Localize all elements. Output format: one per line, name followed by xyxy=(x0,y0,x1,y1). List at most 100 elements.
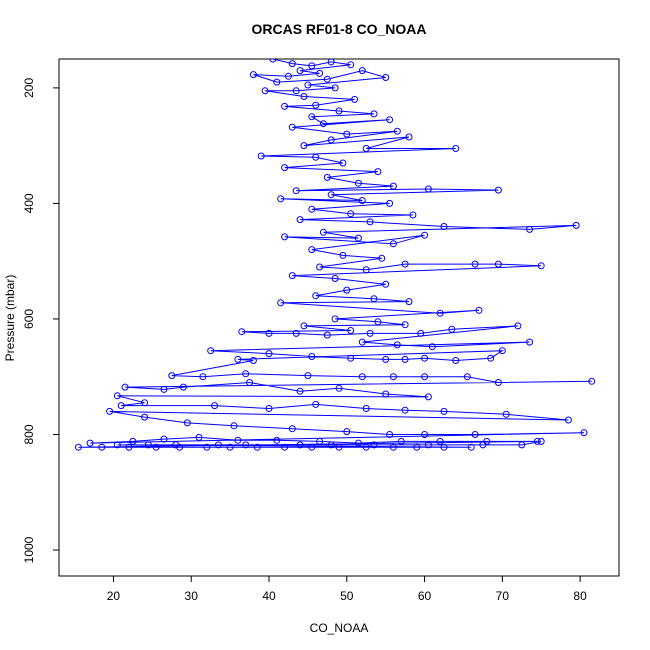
data-point xyxy=(121,383,129,391)
data-point xyxy=(288,272,296,280)
data-point xyxy=(106,407,114,415)
data-point xyxy=(273,78,281,86)
data-point xyxy=(296,441,304,449)
data-point xyxy=(343,130,351,138)
data-point xyxy=(288,123,296,131)
data-point xyxy=(386,431,394,438)
data-point xyxy=(339,159,347,167)
data-point xyxy=(296,67,304,75)
data-point xyxy=(452,357,460,364)
y-axis-label: Pressure (mbar) xyxy=(3,275,17,362)
data-point xyxy=(401,321,409,329)
data-point xyxy=(358,338,366,346)
data-point xyxy=(284,72,292,80)
data-point xyxy=(74,443,82,451)
data-point xyxy=(572,221,580,229)
y-tick-label: 1000 xyxy=(22,536,36,563)
data-point xyxy=(405,133,413,141)
x-tick-label: 30 xyxy=(185,589,199,603)
data-point xyxy=(281,102,289,110)
data-point xyxy=(327,136,335,144)
data-point xyxy=(316,263,324,271)
data-point xyxy=(160,385,168,393)
data-point xyxy=(401,406,409,414)
data-point xyxy=(296,387,304,395)
data-point xyxy=(370,441,378,449)
data-point xyxy=(343,428,351,436)
data-point xyxy=(448,325,456,333)
chart-title: ORCAS RF01-8 CO_NOAA xyxy=(251,21,426,37)
data-point xyxy=(358,67,366,75)
data-point xyxy=(312,400,320,408)
data-point xyxy=(308,443,316,451)
data-point xyxy=(498,347,506,355)
data-point xyxy=(362,266,370,274)
data-point xyxy=(471,260,479,268)
data-point xyxy=(339,251,347,259)
data-point xyxy=(183,419,191,427)
data-point xyxy=(378,254,386,262)
data-point xyxy=(417,329,425,337)
data-point xyxy=(265,350,273,358)
data-point xyxy=(281,233,289,241)
data-point xyxy=(397,437,405,445)
data-point xyxy=(335,443,343,451)
data-point xyxy=(312,101,320,109)
data-point xyxy=(440,407,448,415)
data-point xyxy=(141,399,149,407)
data-point xyxy=(526,338,534,346)
data-point xyxy=(502,410,510,418)
x-axis: 20 30 40 50 60 70 80 xyxy=(107,576,587,603)
data-point xyxy=(249,71,257,79)
data-point xyxy=(370,110,378,118)
x-tick-label: 50 xyxy=(340,589,354,603)
data-point xyxy=(203,443,211,451)
y-tick-label: 800 xyxy=(22,424,36,444)
data-point xyxy=(358,197,366,204)
data-point xyxy=(347,210,355,218)
data-point xyxy=(199,373,207,381)
data-point xyxy=(440,443,448,451)
data-point xyxy=(487,354,495,362)
data-point xyxy=(273,436,281,444)
data-point xyxy=(393,127,401,135)
data-point xyxy=(382,74,390,81)
data-point xyxy=(129,437,137,445)
data-point xyxy=(312,292,320,300)
data-point xyxy=(386,116,394,124)
data-point xyxy=(288,425,296,433)
data-point xyxy=(354,439,362,447)
data-point xyxy=(374,318,382,326)
data-point xyxy=(179,383,187,391)
data-point xyxy=(300,322,308,330)
data-point xyxy=(463,373,471,381)
y-tick-label: 200 xyxy=(22,78,36,98)
data-point xyxy=(475,306,483,314)
data-point xyxy=(246,379,254,386)
data-point xyxy=(421,373,429,381)
data-point xyxy=(588,377,596,385)
plot-frame xyxy=(58,58,620,577)
data-point xyxy=(319,120,327,128)
data-point xyxy=(421,354,429,362)
data-point xyxy=(424,185,432,193)
series-line xyxy=(78,59,592,448)
data-point xyxy=(436,437,444,445)
y-tick-label: 400 xyxy=(22,193,36,213)
data-point xyxy=(467,443,475,451)
data-point xyxy=(409,211,417,219)
data-point xyxy=(238,328,246,336)
data-point xyxy=(86,439,94,447)
data-point xyxy=(300,142,308,150)
data-point xyxy=(265,329,273,337)
data-point xyxy=(304,372,312,380)
data-point xyxy=(242,441,250,449)
data-point xyxy=(308,113,316,121)
data-point xyxy=(362,405,370,412)
data-point xyxy=(483,437,491,445)
data-point xyxy=(152,443,160,451)
data-point xyxy=(436,309,444,317)
data-point xyxy=(331,84,339,92)
data-point xyxy=(471,431,479,438)
